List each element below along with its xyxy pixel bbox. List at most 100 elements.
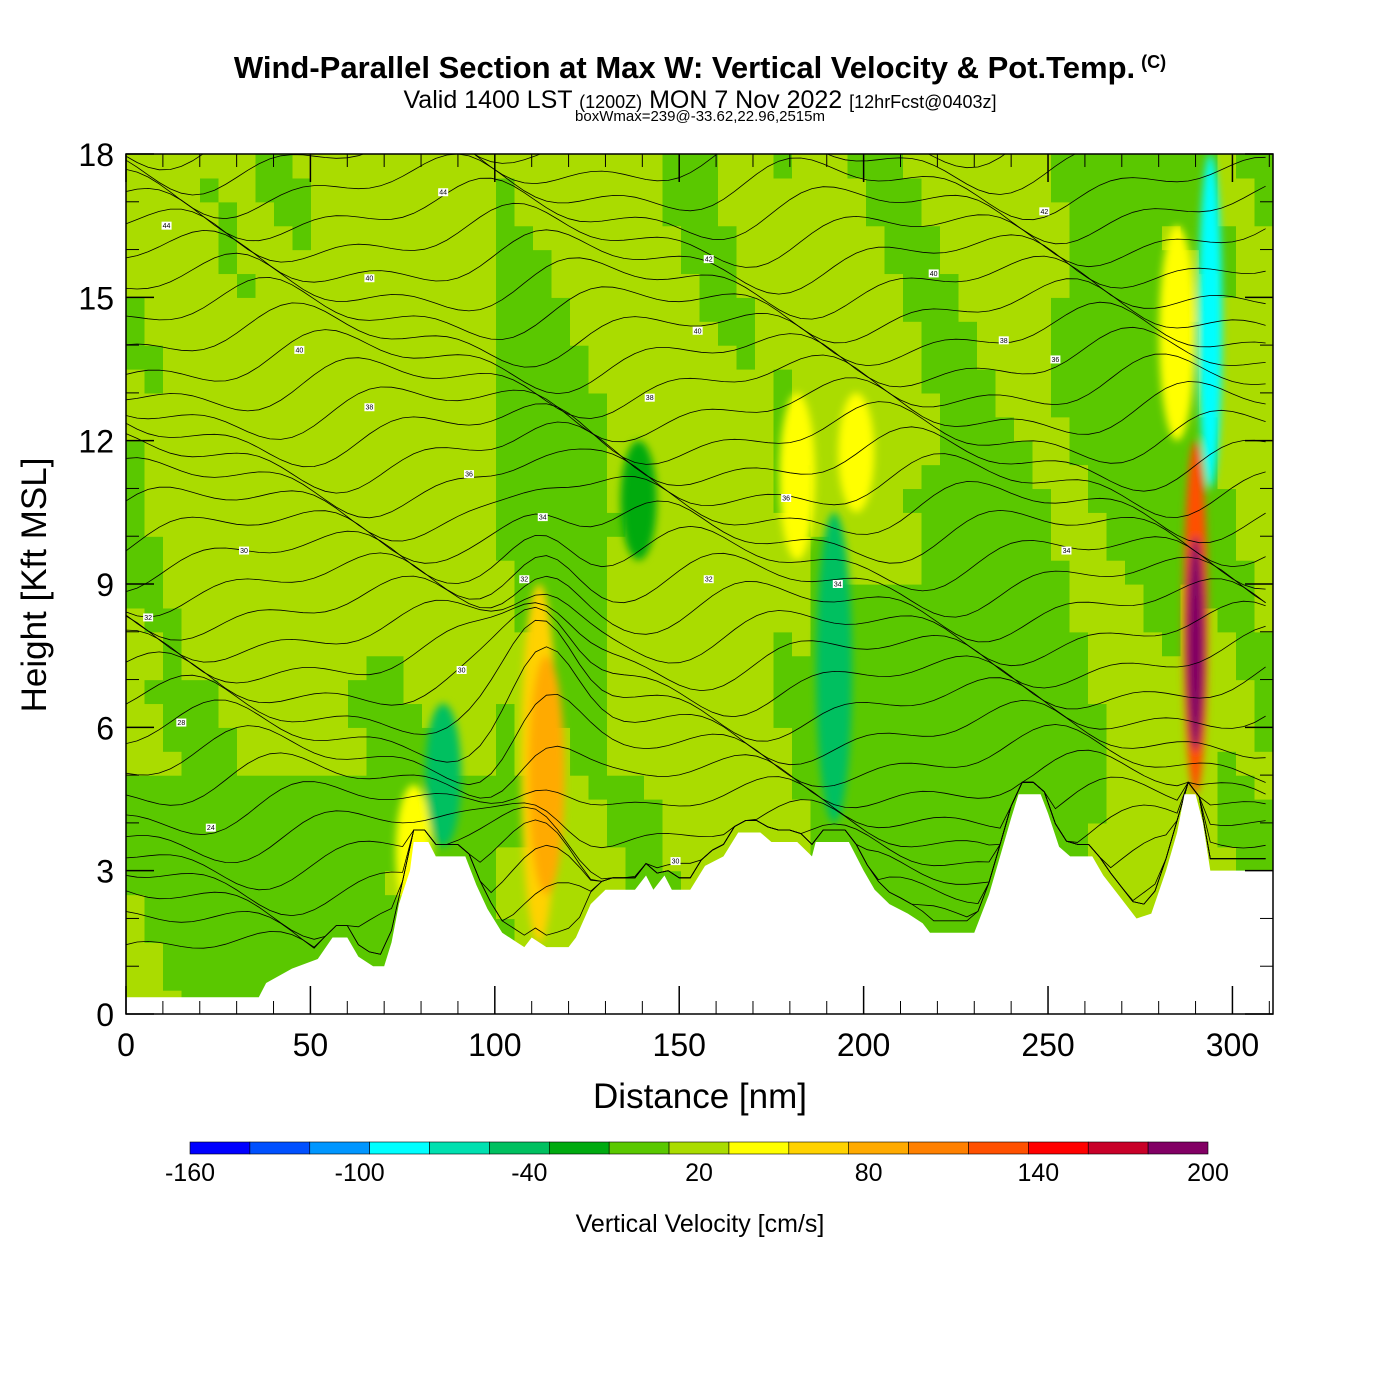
colorbar-segment [429, 1141, 490, 1155]
chart-subtitle: Valid 1400 LST (1200Z) MON 7 Nov 2022 [1… [0, 86, 1400, 115]
x-tick-label: 100 [468, 1027, 521, 1063]
contour-label: 34 [834, 582, 842, 589]
velocity-feature [528, 655, 565, 895]
theta-contours [126, 154, 1266, 955]
terrain-mask [126, 794, 1273, 1014]
contour-label: 30 [458, 668, 466, 675]
contour-label: 42 [1040, 209, 1048, 216]
colorbar-segment [369, 1141, 430, 1155]
theta-contour [126, 781, 1266, 864]
valid-prefix: Valid 1400 LST [403, 86, 573, 114]
theta-contour [126, 326, 1266, 395]
colorbar-segment [309, 1141, 370, 1155]
contour-label: 32 [144, 615, 152, 622]
colorbar-segment [1087, 1141, 1149, 1155]
theta-contour [126, 252, 1266, 320]
theta-contour [126, 776, 1266, 836]
x-tick-label: 250 [1021, 1027, 1074, 1063]
velocity-features [395, 154, 1223, 943]
contour-label: 32 [705, 577, 713, 584]
contour-label: 38 [366, 405, 374, 412]
theta-contour [126, 593, 1266, 667]
colorbar-tick-label: 20 [685, 1159, 713, 1187]
theta-contour [126, 353, 1266, 419]
colorbar-segment [668, 1141, 730, 1155]
theta-contour [126, 421, 1266, 494]
y-tick-label: 12 [78, 424, 114, 460]
theta-contour [126, 154, 1076, 196]
velocity-feature [620, 440, 657, 561]
colorbar-segment [548, 1141, 610, 1155]
x-axis-label: Distance [nm] [593, 1077, 807, 1116]
y-tick-label: 15 [78, 280, 114, 316]
y-tick-label: 18 [78, 137, 114, 173]
theta-contour [126, 177, 1266, 245]
theta-contour [126, 202, 1266, 268]
theta-contour [126, 693, 1266, 788]
colorbar-tick-label: -40 [511, 1159, 547, 1187]
x-tick-label: 200 [837, 1027, 890, 1063]
x-tick-label: 300 [1206, 1027, 1259, 1063]
velocity-feature [779, 392, 816, 561]
colorbar-segment [608, 1141, 670, 1155]
theta-contour [126, 525, 1266, 592]
theta-contour [126, 745, 1266, 809]
theta-contour [126, 448, 1266, 519]
colorbar-segment [848, 1141, 909, 1155]
velocity-feature [425, 703, 462, 847]
colorbar-tick-label: 140 [1017, 1159, 1059, 1187]
contour-label: 40 [694, 328, 702, 335]
box-wmax-line: boxWmax=239@-33.62,22.96,2515m [575, 108, 825, 125]
theta-contour [126, 602, 1266, 692]
contour-label: 38 [646, 395, 654, 402]
contour-label: 30 [672, 859, 680, 866]
colorbar-segment [1147, 1141, 1209, 1155]
y-tick-label: 9 [96, 567, 114, 603]
colorbar-segment [968, 1141, 1029, 1155]
contour-label: 40 [930, 271, 938, 278]
contour-label: 34 [1063, 548, 1071, 555]
colorbar-tick-label: -100 [335, 1159, 385, 1187]
y-axis-label: Height [Kft MSL] [15, 458, 54, 713]
contour-label: 38 [1000, 338, 1008, 345]
theta-contour [126, 500, 1266, 568]
y-tick-label: 3 [96, 854, 114, 890]
velocity-feature [838, 392, 875, 513]
colorbar-tick-label: -160 [165, 1159, 215, 1187]
contour-label: 40 [366, 276, 374, 283]
colorbar-tick-label: 80 [855, 1159, 883, 1187]
colorbar-segment [908, 1141, 969, 1155]
x-tick-label: 50 [293, 1027, 329, 1063]
theta-contour [126, 154, 1266, 221]
theta-contour [126, 781, 1266, 891]
valid-date: MON 7 Nov 2022 [649, 86, 843, 114]
colorbar-segment [788, 1141, 850, 1155]
contour-labels: 44 44 40 42 42 40 40 40 38 38 38 36 36 36 34 30 34 32 32 32… [143, 188, 1072, 866]
contour-label: 30 [240, 548, 248, 555]
x-tick-label: 0 [117, 1027, 135, 1063]
theta-contour [126, 401, 1266, 468]
contour-label: 44 [439, 190, 447, 197]
velocity-feature [1198, 154, 1223, 489]
contour-label: 32 [520, 577, 528, 584]
theta-contour [126, 277, 1266, 344]
colorbar-label: Vertical Velocity [cm/s] [576, 1210, 825, 1238]
colorbar-segment [1028, 1141, 1089, 1155]
y-tick-label: 6 [96, 710, 114, 746]
contour-label: 44 [163, 223, 171, 230]
colorbar: -160 -100 -40 20 80 140 200 [165, 1141, 1229, 1187]
x-tick-label: 150 [653, 1027, 706, 1063]
y-tick-label: 0 [96, 997, 114, 1033]
theta-contour [126, 377, 1266, 443]
contour-label: 36 [1052, 357, 1060, 364]
title-text: Wind-Parallel Section at Max W: Vertical… [233, 50, 1136, 85]
theta-contour [126, 552, 1266, 618]
contour-label: 36 [465, 472, 473, 479]
copyright-mark: (C) [1141, 52, 1167, 72]
contour-label: 40 [295, 347, 303, 354]
contour-label: 28 [177, 720, 185, 727]
theta-contour [126, 475, 1266, 544]
velocity-feature [1159, 225, 1196, 441]
